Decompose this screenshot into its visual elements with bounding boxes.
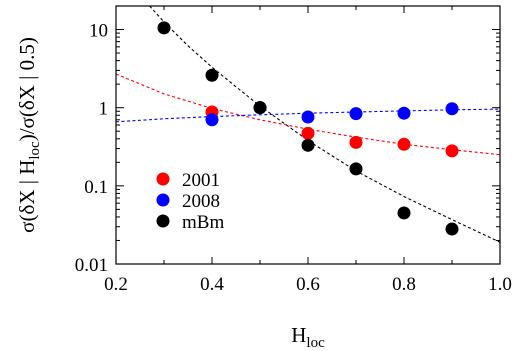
axis-ticks (115, 6, 501, 265)
x-tick-label: 0.8 (392, 274, 416, 295)
y-tick-label: 1 (99, 99, 109, 120)
point-2001 (349, 135, 363, 149)
point-mbm (349, 162, 363, 176)
legend-marker-2001 (156, 172, 170, 186)
x-axis-label: Hloc (291, 323, 325, 351)
tick-labels: 0.2 0.4 0.6 0.8 1.0 10 1 0.1 0.01 (75, 21, 512, 295)
y-tick-label: 10 (89, 21, 108, 42)
point-2008 (349, 107, 363, 121)
point-2001 (301, 126, 315, 140)
point-2008 (205, 113, 219, 127)
point-2001 (445, 144, 459, 158)
point-2008 (301, 110, 315, 124)
x-tick-label: 0.2 (104, 274, 128, 295)
x-tick-label: 0.6 (296, 274, 320, 295)
legend-label: mBm (182, 212, 224, 233)
point-mbm (205, 68, 219, 82)
fit-curve-2008 (116, 108, 500, 123)
legend-marker-mbm (156, 214, 170, 228)
point-2001 (397, 137, 411, 151)
fit-curves (116, 6, 500, 243)
x-tick-label: 0.4 (200, 274, 224, 295)
point-mbm (301, 138, 315, 152)
point-mbm (445, 222, 459, 236)
point-mbm (157, 21, 171, 35)
y-tick-label: 0.1 (84, 177, 108, 198)
data-points (157, 21, 459, 236)
point-2008 (445, 102, 459, 116)
point-2008 (397, 106, 411, 120)
legend-label: 2008 (182, 191, 220, 212)
legend-marker-2008 (156, 193, 170, 207)
y-tick-label: 0.01 (75, 255, 108, 276)
point-mbm (253, 101, 267, 115)
x-tick-label: 1.0 (488, 274, 512, 295)
y-axis-label: σ(δX | Hloc)/σ(δX | 0.5) (15, 37, 43, 233)
point-mbm (397, 206, 411, 220)
legend-label: 2001 (182, 170, 220, 191)
